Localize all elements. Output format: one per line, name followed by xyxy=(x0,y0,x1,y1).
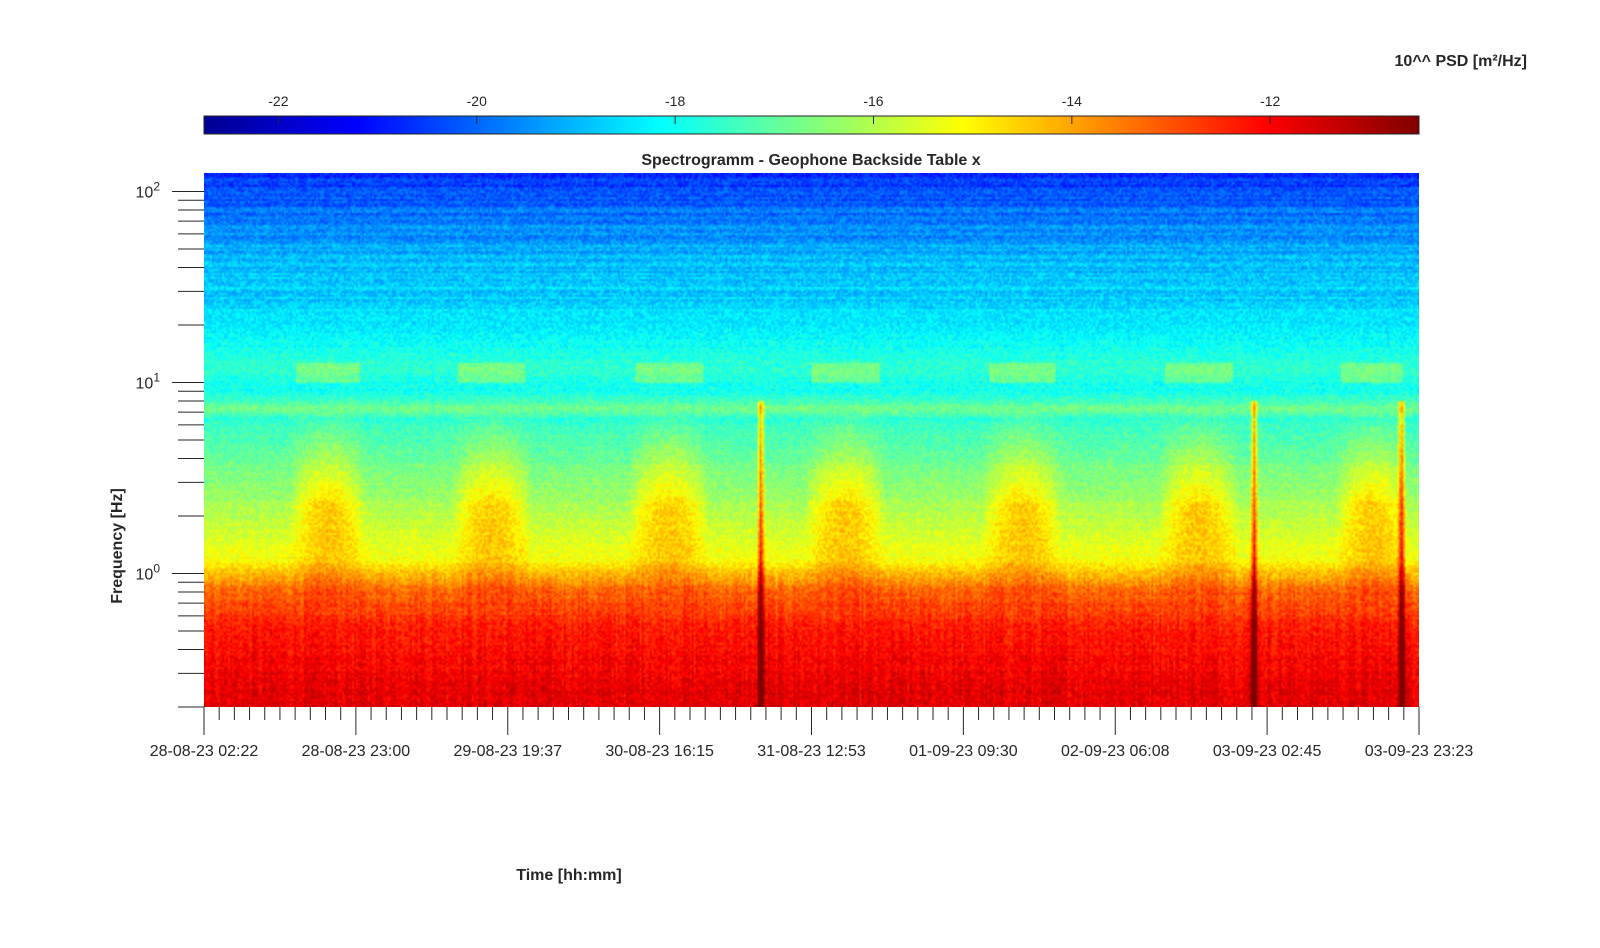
spectrogram-heatmap xyxy=(204,173,1419,707)
x-tick-label: 30-08-23 16:15 xyxy=(605,743,714,760)
colorbar-tick-label: -20 xyxy=(467,93,487,109)
y-tick-label: 101 xyxy=(136,371,161,393)
colorbar-ticks: -22 -20 -18 -16 -14 -12 xyxy=(268,93,1281,124)
colorbar-gradient xyxy=(203,115,1420,135)
x-tick-label: 28-08-23 23:00 xyxy=(302,743,411,760)
x-tick-label: 31-08-23 12:53 xyxy=(757,743,866,760)
x-tick-label: 02-09-23 06:08 xyxy=(1061,743,1170,760)
x-tick-label: 01-09-23 09:30 xyxy=(909,743,1018,760)
plot-area xyxy=(204,173,1419,707)
x-tick-label: 29-08-23 19:37 xyxy=(453,743,562,760)
colorbar-tick-label: -18 xyxy=(665,93,685,109)
colorbar-label: 10^^ PSD [m²/Hz] xyxy=(1395,53,1527,70)
colorbar-tick-label: -12 xyxy=(1260,93,1280,109)
chart-title: Spectrogramm - Geophone Backside Table x xyxy=(641,152,980,169)
y-axis-label: Frequency [Hz] xyxy=(109,488,126,604)
x-tick-label: 28-08-23 02:22 xyxy=(150,743,259,760)
x-tick-label: 03-09-23 02:45 xyxy=(1213,743,1322,760)
colorbar-tick-label: -22 xyxy=(268,93,288,109)
colorbar-tick-label: -14 xyxy=(1062,93,1082,109)
y-axis: 100 101 102 xyxy=(136,180,204,708)
y-tick-label: 102 xyxy=(136,180,161,202)
x-axis-label: Time [hh:mm] xyxy=(516,867,621,884)
x-tick-label: 03-09-23 23:23 xyxy=(1365,743,1474,760)
y-tick-label: 100 xyxy=(136,562,161,584)
x-axis: 28-08-23 02:22 28-08-23 23:00 29-08-23 19:… xyxy=(150,707,1474,760)
colorbar-tick-label: -16 xyxy=(863,93,883,109)
colorbar: -22 -20 -18 -16 -14 -12 xyxy=(203,93,1420,135)
